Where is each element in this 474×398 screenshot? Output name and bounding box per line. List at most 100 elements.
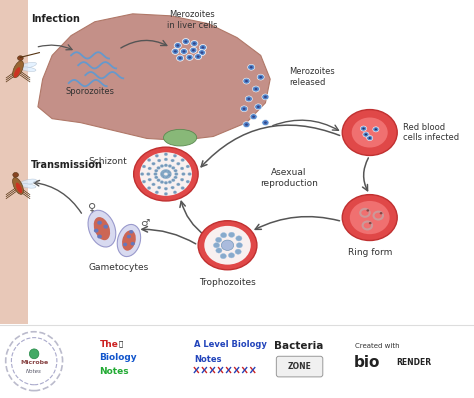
Circle shape <box>147 187 151 189</box>
Circle shape <box>182 173 185 176</box>
Circle shape <box>168 173 172 176</box>
Circle shape <box>255 104 262 110</box>
Circle shape <box>174 169 177 172</box>
Circle shape <box>182 39 190 45</box>
Circle shape <box>155 176 158 179</box>
Circle shape <box>152 162 155 165</box>
Circle shape <box>171 159 174 162</box>
Text: RENDER: RENDER <box>396 358 431 367</box>
Circle shape <box>157 159 161 162</box>
Ellipse shape <box>13 61 23 78</box>
Circle shape <box>176 55 184 61</box>
Circle shape <box>167 175 170 178</box>
Circle shape <box>168 181 172 183</box>
Circle shape <box>342 195 397 240</box>
Text: Microbe: Microbe <box>20 360 48 365</box>
Circle shape <box>152 183 155 186</box>
Circle shape <box>29 349 39 359</box>
Circle shape <box>164 187 168 190</box>
Circle shape <box>366 209 369 212</box>
Text: Sporozoites: Sporozoites <box>65 87 115 96</box>
Ellipse shape <box>20 179 36 185</box>
Text: Ring form: Ring form <box>347 248 392 258</box>
Circle shape <box>127 235 131 238</box>
Circle shape <box>193 42 196 45</box>
Circle shape <box>157 186 161 189</box>
Circle shape <box>245 123 248 126</box>
Circle shape <box>184 40 187 43</box>
Text: bio: bio <box>354 355 381 370</box>
Circle shape <box>197 55 200 58</box>
Circle shape <box>252 115 255 118</box>
Circle shape <box>191 41 198 47</box>
Circle shape <box>157 166 160 170</box>
Circle shape <box>155 154 159 157</box>
Text: Red blood
cells infected: Red blood cells infected <box>403 123 459 142</box>
Circle shape <box>164 176 168 179</box>
Circle shape <box>201 46 204 49</box>
Ellipse shape <box>14 67 20 78</box>
Circle shape <box>154 173 157 176</box>
Text: Merozoites
released: Merozoites released <box>289 67 335 87</box>
Circle shape <box>220 232 227 238</box>
Circle shape <box>264 121 267 124</box>
Circle shape <box>180 178 184 181</box>
FancyBboxPatch shape <box>276 356 323 377</box>
Circle shape <box>173 154 177 157</box>
Circle shape <box>160 164 164 168</box>
Circle shape <box>181 187 184 189</box>
Text: Bacteria: Bacteria <box>274 341 323 351</box>
Circle shape <box>204 226 251 265</box>
Circle shape <box>172 49 179 55</box>
Ellipse shape <box>13 178 23 194</box>
Circle shape <box>221 240 234 250</box>
Circle shape <box>146 173 150 176</box>
Circle shape <box>257 105 260 108</box>
Text: A Level Biology: A Level Biology <box>194 340 267 349</box>
Circle shape <box>236 243 242 248</box>
Circle shape <box>18 56 23 60</box>
Ellipse shape <box>21 184 36 188</box>
Circle shape <box>188 173 191 176</box>
Text: Infection: Infection <box>31 14 80 24</box>
Text: Trophozoites: Trophozoites <box>199 278 256 287</box>
Circle shape <box>363 128 365 130</box>
Ellipse shape <box>164 129 197 146</box>
Circle shape <box>194 54 202 60</box>
Circle shape <box>250 114 257 120</box>
Circle shape <box>228 253 235 258</box>
Circle shape <box>243 122 250 128</box>
Circle shape <box>168 174 171 177</box>
Circle shape <box>172 179 175 182</box>
Circle shape <box>180 167 184 170</box>
Circle shape <box>155 169 158 172</box>
Text: Notes: Notes <box>100 367 129 375</box>
Circle shape <box>165 176 169 178</box>
Bar <box>0 0 28 324</box>
Circle shape <box>103 225 108 228</box>
Circle shape <box>164 181 168 184</box>
Text: Schizont: Schizont <box>88 157 127 166</box>
Text: Asexual
reproduction: Asexual reproduction <box>260 168 318 188</box>
Circle shape <box>228 232 235 237</box>
Circle shape <box>94 228 99 232</box>
Circle shape <box>380 212 383 215</box>
Circle shape <box>164 164 168 167</box>
Circle shape <box>160 181 164 183</box>
Circle shape <box>236 236 242 241</box>
Text: Notes: Notes <box>26 369 42 373</box>
Circle shape <box>174 50 177 53</box>
Circle shape <box>167 170 170 173</box>
Circle shape <box>163 176 166 178</box>
Circle shape <box>172 166 175 170</box>
Ellipse shape <box>88 210 116 247</box>
Text: ♀: ♀ <box>88 203 97 213</box>
Circle shape <box>13 172 18 177</box>
Ellipse shape <box>21 67 36 72</box>
Circle shape <box>216 237 222 242</box>
Circle shape <box>360 126 367 131</box>
Circle shape <box>262 120 269 126</box>
Circle shape <box>148 167 152 170</box>
Circle shape <box>186 55 193 60</box>
Circle shape <box>140 173 144 176</box>
